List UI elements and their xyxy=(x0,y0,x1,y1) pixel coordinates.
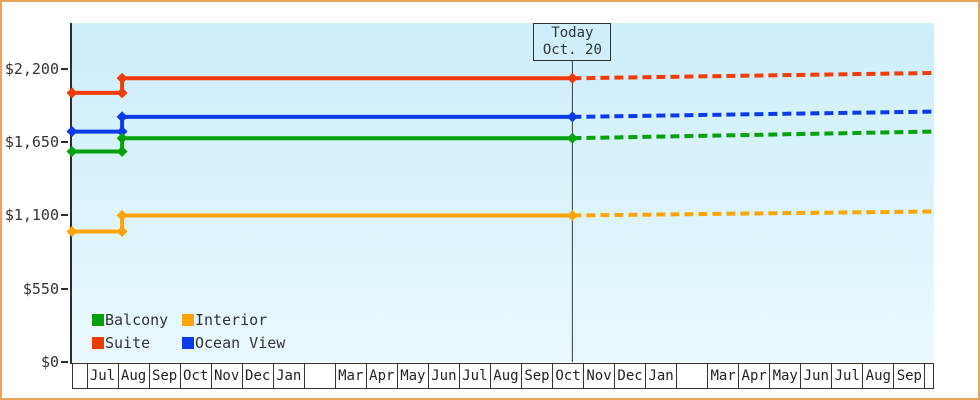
legend-label: Ocean View xyxy=(195,334,286,352)
series-line-interior xyxy=(72,213,573,234)
series-marker-suite xyxy=(566,72,578,84)
legend-label: Interior xyxy=(195,311,268,329)
x-axis-stub-cell xyxy=(73,364,87,388)
month-cell-aug: Aug xyxy=(117,364,149,388)
month-cell-nov: Nov xyxy=(583,364,614,388)
month-cell-mar: Mar xyxy=(707,364,738,388)
plot-area: Today Oct. 20 Balcony Interior Suite Ocean … xyxy=(66,23,935,362)
month-cell-jun: Jun xyxy=(800,364,831,388)
series-marker-suite xyxy=(116,87,128,99)
series-marker-ocean-view xyxy=(66,126,78,138)
series-marker-suite xyxy=(116,72,128,84)
series-projection-suite xyxy=(572,70,935,81)
y-tick-mark xyxy=(61,361,68,363)
legend-label: Suite xyxy=(105,334,151,352)
legend: Balcony Interior Suite Ocean View xyxy=(92,311,285,352)
month-cell-apr: Apr xyxy=(365,364,397,388)
series-line-suite xyxy=(72,76,573,95)
month-cell-nov: Nov xyxy=(210,364,242,388)
series-marker-ocean-view xyxy=(116,111,128,123)
series-marker-balcony xyxy=(66,146,78,158)
y-axis-labels: $2,200 $1,650 $1,100 $550 $0 xyxy=(2,23,70,371)
series-marker-suite xyxy=(66,87,78,99)
month-cell-sep: Sep xyxy=(520,364,552,388)
month-cell-apr: Apr xyxy=(738,364,769,388)
y-tick-mark xyxy=(61,287,68,290)
today-label: Today xyxy=(551,25,594,41)
month-cell-jul: Jul xyxy=(458,364,490,388)
legend-item-balcony: Balcony xyxy=(92,311,182,329)
series-line-balcony xyxy=(72,136,573,154)
y-tick-label: $1,650 xyxy=(4,133,59,152)
month-cell-sep: Sep xyxy=(893,364,924,388)
month-cell-mar: Mar xyxy=(334,364,366,388)
legend-item-suite: Suite xyxy=(92,334,182,352)
month-cell-dec: Dec xyxy=(241,364,273,388)
series-projection-balcony xyxy=(572,129,935,141)
month-cell-jul: Jul xyxy=(86,364,118,388)
month-cell-may: May xyxy=(769,364,800,388)
month-cell-jun: Jun xyxy=(427,364,459,388)
month-cell-aug: Aug xyxy=(489,364,521,388)
month-cell-may: May xyxy=(396,364,428,388)
legend-row: Balcony Interior xyxy=(92,311,285,329)
today-marker-box: Today Oct. 20 xyxy=(533,23,612,61)
legend-swatch-icon xyxy=(92,337,104,349)
series-line-ocean-view xyxy=(72,114,573,134)
series-marker-ocean-view xyxy=(566,111,578,123)
x-axis-month-row: Jul Aug Sep Oct Nov Dec Jan Mar Apr May Jun Jul Aug S… xyxy=(72,363,934,389)
series-projection-interior xyxy=(572,209,935,218)
y-tick-label: $0 xyxy=(40,353,59,371)
month-cell-blank xyxy=(303,364,335,388)
legend-swatch-icon xyxy=(182,337,194,349)
today-date-label: Oct. 20 xyxy=(542,42,602,58)
series-projection-ocean-view xyxy=(572,109,935,119)
month-cell-blank xyxy=(676,364,707,388)
chart-lines xyxy=(66,61,935,362)
month-cell-oct: Oct xyxy=(551,364,583,388)
series-marker-balcony xyxy=(116,146,128,158)
y-tick-label: $1,100 xyxy=(4,206,59,225)
legend-swatch-icon xyxy=(92,314,104,326)
legend-swatch-icon xyxy=(182,314,194,326)
month-cell-aug: Aug xyxy=(862,364,893,388)
legend-item-ocean-view: Ocean View xyxy=(182,334,285,352)
month-cell-jan: Jan xyxy=(645,364,676,388)
series-marker-balcony xyxy=(566,132,578,144)
series-marker-interior xyxy=(116,209,128,221)
series-marker-interior xyxy=(66,225,78,237)
series-marker-interior xyxy=(116,225,128,237)
x-axis-stub-cell xyxy=(924,364,933,388)
y-tick-mark xyxy=(61,141,68,144)
month-cell-oct: Oct xyxy=(179,364,211,388)
legend-row: Suite Ocean View xyxy=(92,334,285,352)
month-cell-dec: Dec xyxy=(614,364,645,388)
month-cell-jul: Jul xyxy=(831,364,862,388)
series-marker-ocean-view xyxy=(116,126,128,138)
y-tick-mark xyxy=(61,214,68,217)
legend-item-interior: Interior xyxy=(182,311,267,329)
y-tick-label: $2,200 xyxy=(4,59,59,78)
month-cell-sep: Sep xyxy=(148,364,180,388)
y-tick-mark xyxy=(61,67,68,70)
series-marker-balcony xyxy=(116,132,128,144)
legend-label: Balcony xyxy=(105,311,169,329)
y-axis-line xyxy=(70,23,72,364)
series-marker-interior xyxy=(566,209,578,221)
y-tick-label: $550 xyxy=(22,279,59,298)
month-cell-jan: Jan xyxy=(272,364,304,388)
